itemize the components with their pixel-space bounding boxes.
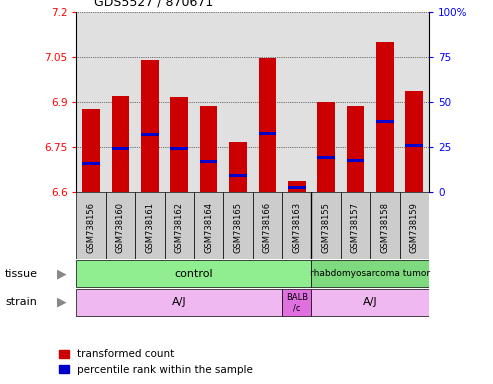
Bar — [347, 106, 364, 192]
FancyBboxPatch shape — [194, 192, 223, 259]
FancyBboxPatch shape — [341, 192, 370, 259]
Text: BALB
/c: BALB /c — [285, 293, 308, 312]
FancyBboxPatch shape — [282, 192, 312, 259]
Text: strain: strain — [5, 297, 37, 308]
Bar — [141, 133, 159, 136]
Text: GSM738158: GSM738158 — [380, 202, 389, 253]
Bar — [405, 144, 423, 147]
Text: ▶: ▶ — [57, 296, 67, 309]
Text: GSM738165: GSM738165 — [234, 202, 243, 253]
Text: control: control — [175, 268, 213, 279]
Legend: transformed count, percentile rank within the sample: transformed count, percentile rank withi… — [55, 345, 257, 379]
FancyBboxPatch shape — [165, 192, 194, 259]
Bar — [171, 147, 188, 150]
Bar — [111, 147, 129, 150]
Text: rhabdomyosarcoma tumor: rhabdomyosarcoma tumor — [310, 269, 430, 278]
Bar — [82, 162, 100, 165]
Bar — [376, 41, 393, 192]
Text: GSM738164: GSM738164 — [204, 202, 213, 253]
Text: GSM738155: GSM738155 — [321, 202, 331, 253]
FancyBboxPatch shape — [282, 289, 312, 316]
FancyBboxPatch shape — [312, 192, 341, 259]
Bar — [288, 186, 306, 189]
Bar — [317, 156, 335, 159]
FancyBboxPatch shape — [76, 192, 106, 259]
FancyBboxPatch shape — [76, 289, 282, 316]
Bar — [288, 182, 306, 192]
FancyBboxPatch shape — [399, 192, 429, 259]
Bar — [405, 91, 423, 192]
Bar — [141, 60, 159, 192]
Text: GSM738161: GSM738161 — [145, 202, 154, 253]
Bar — [82, 109, 100, 192]
FancyBboxPatch shape — [312, 289, 429, 316]
Text: GDS5527 / 870671: GDS5527 / 870671 — [94, 0, 213, 9]
Bar — [229, 142, 247, 192]
Bar — [258, 132, 276, 135]
Text: A/J: A/J — [172, 297, 186, 308]
Text: GSM738160: GSM738160 — [116, 202, 125, 253]
Bar — [171, 97, 188, 192]
Bar — [376, 120, 393, 123]
FancyBboxPatch shape — [252, 192, 282, 259]
FancyBboxPatch shape — [312, 260, 429, 287]
FancyBboxPatch shape — [370, 192, 399, 259]
Bar — [347, 159, 364, 162]
Text: A/J: A/J — [363, 297, 378, 308]
FancyBboxPatch shape — [135, 192, 165, 259]
Text: GSM738159: GSM738159 — [410, 202, 419, 253]
Bar — [317, 102, 335, 192]
Text: GSM738156: GSM738156 — [87, 202, 96, 253]
Text: tissue: tissue — [5, 268, 38, 279]
Bar — [111, 96, 129, 192]
Text: GSM738163: GSM738163 — [292, 202, 301, 253]
Bar — [200, 161, 217, 164]
Bar — [229, 174, 247, 177]
Bar — [258, 58, 276, 192]
Text: GSM738162: GSM738162 — [175, 202, 184, 253]
Text: ▶: ▶ — [57, 267, 67, 280]
Text: GSM738166: GSM738166 — [263, 202, 272, 253]
Text: GSM738157: GSM738157 — [351, 202, 360, 253]
FancyBboxPatch shape — [76, 260, 312, 287]
Bar — [200, 106, 217, 192]
FancyBboxPatch shape — [106, 192, 135, 259]
FancyBboxPatch shape — [223, 192, 252, 259]
